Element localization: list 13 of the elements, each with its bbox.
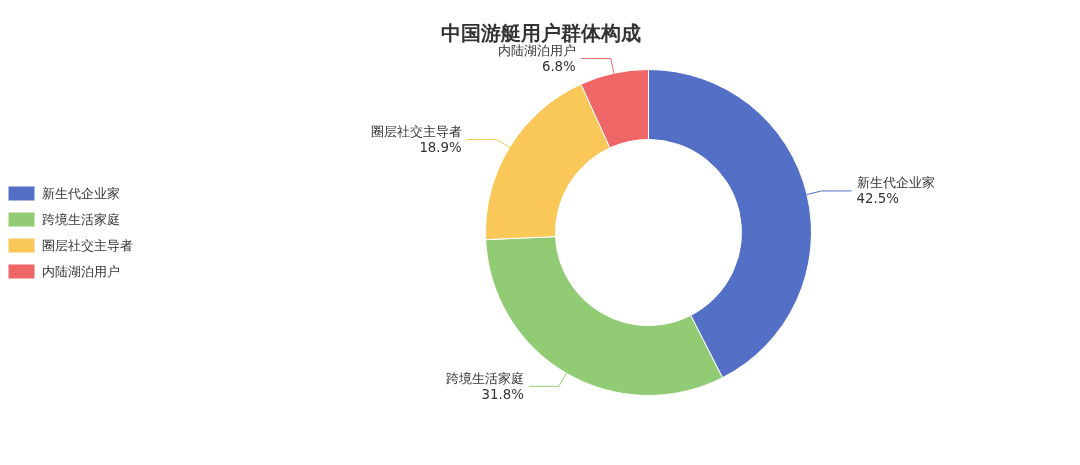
data-label: 6.8% [541,59,576,75]
data-label: 18.9% [419,140,462,155]
legend-label: 新生代企业家 [41,186,120,201]
slice-label: 圈层社交主导者 [370,124,462,139]
data-label: 31.8% [481,386,524,402]
slice-label: 内陆湖泊用户 [497,43,576,59]
legend-label: 跨境生活家庭 [41,212,120,227]
legend-label: 内陆湖泊用户 [41,264,120,279]
chart-title: 中国游艇用户群体构成 [440,20,641,45]
legend-label: 圈层社交主导者 [41,238,133,253]
slice-label: 跨境生活家庭 [445,370,524,386]
slice-label: 新生代企业家 [856,175,935,191]
data-label: 42.5% [856,191,899,207]
